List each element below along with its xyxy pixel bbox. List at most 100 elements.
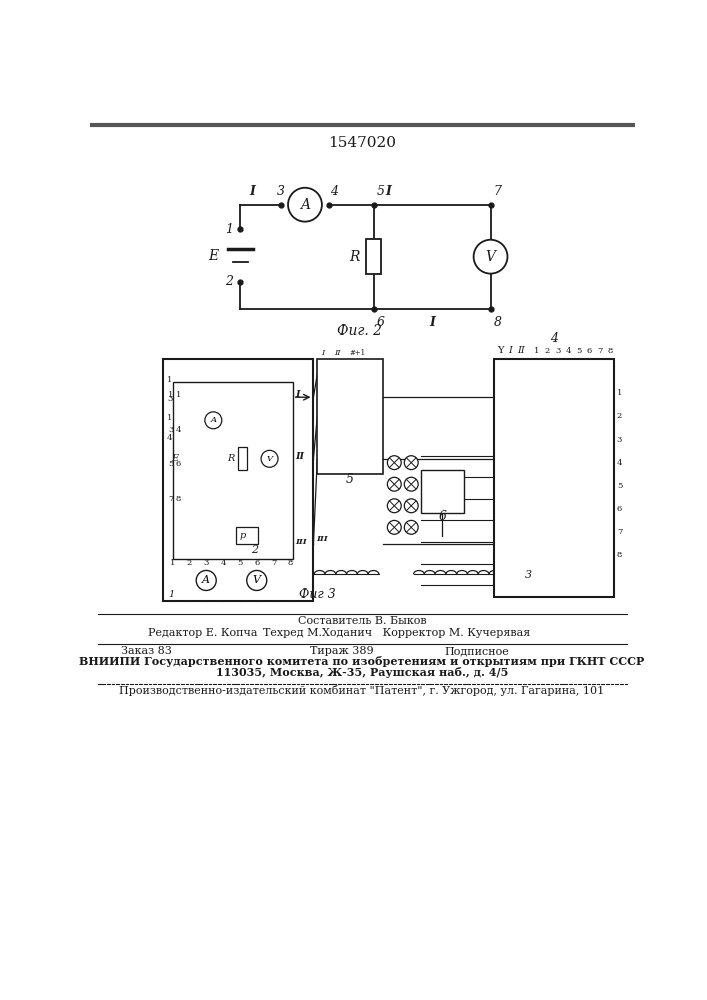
Text: 5: 5	[238, 559, 243, 567]
Text: I: I	[385, 185, 391, 198]
Text: 1: 1	[167, 414, 173, 422]
Text: 6: 6	[175, 460, 181, 468]
Text: 5: 5	[377, 185, 385, 198]
Circle shape	[247, 570, 267, 590]
Text: 4: 4	[167, 434, 173, 442]
Circle shape	[474, 240, 508, 274]
Text: 6: 6	[438, 510, 446, 523]
Bar	[421, 470, 464, 513]
Text: Подписное: Подписное	[444, 646, 509, 656]
Text: I: I	[250, 185, 255, 198]
Text: V: V	[267, 455, 273, 463]
Text: R: R	[349, 250, 360, 264]
Text: 7: 7	[271, 559, 276, 567]
Text: 6: 6	[617, 505, 622, 513]
Text: 1: 1	[169, 590, 175, 599]
Text: 4: 4	[550, 332, 558, 345]
Text: 3: 3	[277, 185, 285, 198]
Text: 3: 3	[167, 395, 173, 403]
Text: III: III	[316, 535, 327, 543]
Circle shape	[288, 188, 322, 222]
Text: 2: 2	[226, 275, 233, 288]
Circle shape	[387, 477, 402, 491]
Text: 7: 7	[597, 347, 602, 355]
Bar	[494, 359, 614, 597]
Circle shape	[404, 520, 418, 534]
Text: 1: 1	[170, 559, 175, 567]
Bar	[366, 239, 381, 274]
Circle shape	[404, 499, 418, 513]
Text: II: II	[518, 346, 525, 355]
Text: 6: 6	[254, 559, 259, 567]
Text: 6: 6	[377, 316, 385, 329]
Circle shape	[387, 499, 402, 513]
Text: 1: 1	[226, 223, 233, 236]
Text: 6: 6	[586, 347, 592, 355]
Text: Заказ 83: Заказ 83	[121, 646, 172, 656]
Text: Производственно-издательский комбинат "Патент", г. Ужгород, ул. Гагарина, 101: Производственно-издательский комбинат "П…	[119, 685, 604, 696]
Text: 8: 8	[288, 559, 293, 567]
Text: 7: 7	[617, 528, 622, 536]
Text: Фиг 3: Фиг 3	[299, 588, 336, 601]
Text: 4: 4	[617, 459, 622, 467]
Bar	[163, 359, 313, 601]
Text: II: II	[316, 449, 325, 458]
Text: 8: 8	[607, 347, 612, 355]
Text: Тираж 389: Тираж 389	[310, 646, 373, 656]
Text: 7: 7	[493, 185, 502, 198]
Text: A: A	[202, 575, 210, 585]
Text: ВНИИПИ Государственного комитета по изобретениям и открытиям при ГКНТ СССР: ВНИИПИ Государственного комитета по изоб…	[79, 656, 645, 667]
Text: 2: 2	[617, 412, 622, 420]
Text: 5: 5	[617, 482, 622, 490]
Circle shape	[404, 477, 418, 491]
Bar	[317, 359, 382, 474]
Text: I: I	[321, 349, 325, 357]
Text: 4: 4	[566, 347, 571, 355]
Text: 2: 2	[187, 559, 192, 567]
Text: 4: 4	[175, 426, 181, 434]
Text: 1: 1	[534, 347, 539, 355]
Circle shape	[197, 570, 216, 590]
Text: Y: Y	[497, 346, 503, 355]
Text: 8: 8	[617, 551, 622, 559]
Text: 5: 5	[576, 347, 581, 355]
Text: I: I	[429, 316, 435, 329]
Text: 113035, Москва, Ж-35, Раушская наб., д. 4/5: 113035, Москва, Ж-35, Раушская наб., д. …	[216, 667, 508, 678]
Text: 3: 3	[525, 570, 532, 580]
Text: R: R	[228, 454, 235, 463]
Text: A: A	[211, 416, 216, 424]
Text: 5: 5	[346, 473, 354, 486]
Text: 4: 4	[221, 559, 226, 567]
Text: 3: 3	[617, 436, 622, 444]
Circle shape	[387, 520, 402, 534]
Text: III: III	[295, 538, 307, 546]
Text: E: E	[171, 454, 178, 463]
Text: V: V	[252, 575, 261, 585]
Circle shape	[261, 450, 278, 467]
Text: 1: 1	[617, 389, 622, 397]
Text: II: II	[334, 349, 341, 357]
Text: 1: 1	[175, 391, 181, 399]
Bar	[238, 447, 247, 470]
Text: A: A	[300, 198, 310, 212]
Text: I: I	[316, 388, 320, 397]
Text: 3: 3	[555, 347, 561, 355]
Text: Редактор Е. Копча: Редактор Е. Копча	[148, 628, 257, 638]
Bar	[236, 527, 257, 544]
Circle shape	[404, 456, 418, 470]
Text: 1: 1	[168, 391, 173, 399]
Text: E: E	[209, 249, 218, 263]
Text: 4: 4	[330, 185, 339, 198]
Text: 5: 5	[168, 460, 173, 468]
Text: 8: 8	[175, 495, 181, 503]
Text: Фиг. 2: Фиг. 2	[337, 324, 382, 338]
Bar	[173, 382, 293, 559]
Text: 3: 3	[168, 426, 173, 434]
Text: Составитель В. Быков: Составитель В. Быков	[298, 616, 426, 626]
Text: I: I	[295, 390, 300, 399]
Text: II: II	[295, 452, 304, 461]
Text: #+1: #+1	[350, 349, 366, 357]
Text: 2: 2	[544, 347, 550, 355]
Text: V: V	[486, 250, 496, 264]
Text: 3: 3	[204, 559, 209, 567]
